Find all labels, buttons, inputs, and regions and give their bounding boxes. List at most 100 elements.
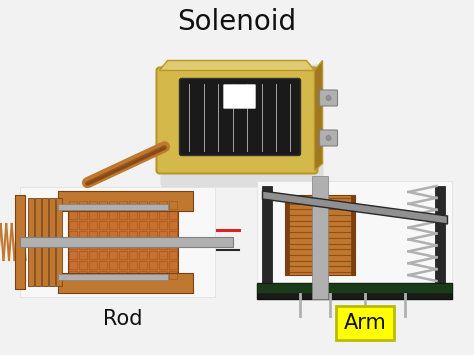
Bar <box>129 221 137 229</box>
Ellipse shape <box>326 95 331 100</box>
Text: Solenoid: Solenoid <box>177 8 297 36</box>
Bar <box>149 271 157 279</box>
Bar <box>109 201 118 209</box>
FancyBboxPatch shape <box>319 90 337 106</box>
Bar <box>139 271 147 279</box>
Bar <box>159 231 167 239</box>
Bar <box>90 271 98 279</box>
FancyBboxPatch shape <box>156 67 318 174</box>
Bar <box>285 195 355 275</box>
Bar <box>109 221 118 229</box>
Bar <box>109 251 118 259</box>
Bar <box>263 186 273 283</box>
Bar <box>436 186 446 283</box>
Bar <box>159 241 167 249</box>
Bar <box>49 198 55 286</box>
Bar <box>149 201 157 209</box>
Bar <box>90 251 98 259</box>
Bar <box>109 271 118 279</box>
Bar <box>170 241 177 249</box>
Bar <box>70 271 78 279</box>
Bar <box>159 201 167 209</box>
Bar <box>90 211 98 219</box>
Bar <box>70 211 78 219</box>
Bar <box>119 271 128 279</box>
Bar <box>100 241 108 249</box>
Bar <box>109 211 118 219</box>
Bar <box>149 261 157 269</box>
Bar <box>69 200 179 284</box>
Bar <box>90 221 98 229</box>
Bar <box>90 241 98 249</box>
Bar <box>16 195 26 289</box>
Bar <box>149 241 157 249</box>
Bar <box>170 201 177 209</box>
Bar <box>139 201 147 209</box>
Bar <box>70 251 78 259</box>
Bar <box>129 201 137 209</box>
Bar <box>80 251 88 259</box>
Polygon shape <box>315 60 322 170</box>
Bar <box>170 211 177 219</box>
Bar <box>139 231 147 239</box>
Bar <box>119 251 128 259</box>
Bar <box>100 201 108 209</box>
Bar <box>119 241 128 249</box>
Bar <box>257 181 453 299</box>
Bar <box>58 274 168 280</box>
FancyBboxPatch shape <box>161 65 323 187</box>
Bar <box>70 261 78 269</box>
Bar <box>80 221 88 229</box>
Bar <box>129 261 137 269</box>
Bar <box>149 221 157 229</box>
Bar <box>100 221 108 229</box>
Bar <box>119 211 128 219</box>
Bar <box>139 211 147 219</box>
Bar <box>70 221 78 229</box>
Bar <box>159 221 167 229</box>
FancyBboxPatch shape <box>224 84 255 109</box>
Bar <box>70 231 78 239</box>
Bar <box>109 261 118 269</box>
Bar <box>80 271 88 279</box>
Bar <box>170 261 177 269</box>
Bar <box>149 231 157 239</box>
Text: Arm: Arm <box>344 313 386 333</box>
Bar <box>257 283 453 293</box>
Bar <box>100 231 108 239</box>
Bar <box>90 231 98 239</box>
Bar <box>70 241 78 249</box>
Bar <box>351 195 355 275</box>
Bar <box>149 211 157 219</box>
Bar <box>58 191 193 211</box>
Bar <box>170 271 177 279</box>
Bar <box>139 251 147 259</box>
Bar <box>80 261 88 269</box>
Bar <box>149 251 157 259</box>
Text: Rod: Rod <box>103 309 143 329</box>
Bar <box>90 201 98 209</box>
Bar <box>159 251 167 259</box>
Bar <box>139 241 147 249</box>
Bar <box>80 231 88 239</box>
Bar <box>80 241 88 249</box>
Bar <box>56 198 63 286</box>
Bar <box>139 221 147 229</box>
Bar <box>58 273 193 293</box>
Bar <box>139 261 147 269</box>
FancyBboxPatch shape <box>319 130 337 146</box>
Bar <box>90 261 98 269</box>
Bar <box>170 251 177 259</box>
Bar <box>58 204 168 210</box>
Bar <box>129 251 137 259</box>
Bar <box>129 231 137 239</box>
Bar <box>129 241 137 249</box>
Bar <box>43 198 48 286</box>
Bar <box>129 271 137 279</box>
Bar <box>100 251 108 259</box>
Bar <box>159 261 167 269</box>
Bar <box>20 237 234 247</box>
FancyBboxPatch shape <box>180 78 301 155</box>
Bar <box>119 201 128 209</box>
Bar <box>70 201 78 209</box>
